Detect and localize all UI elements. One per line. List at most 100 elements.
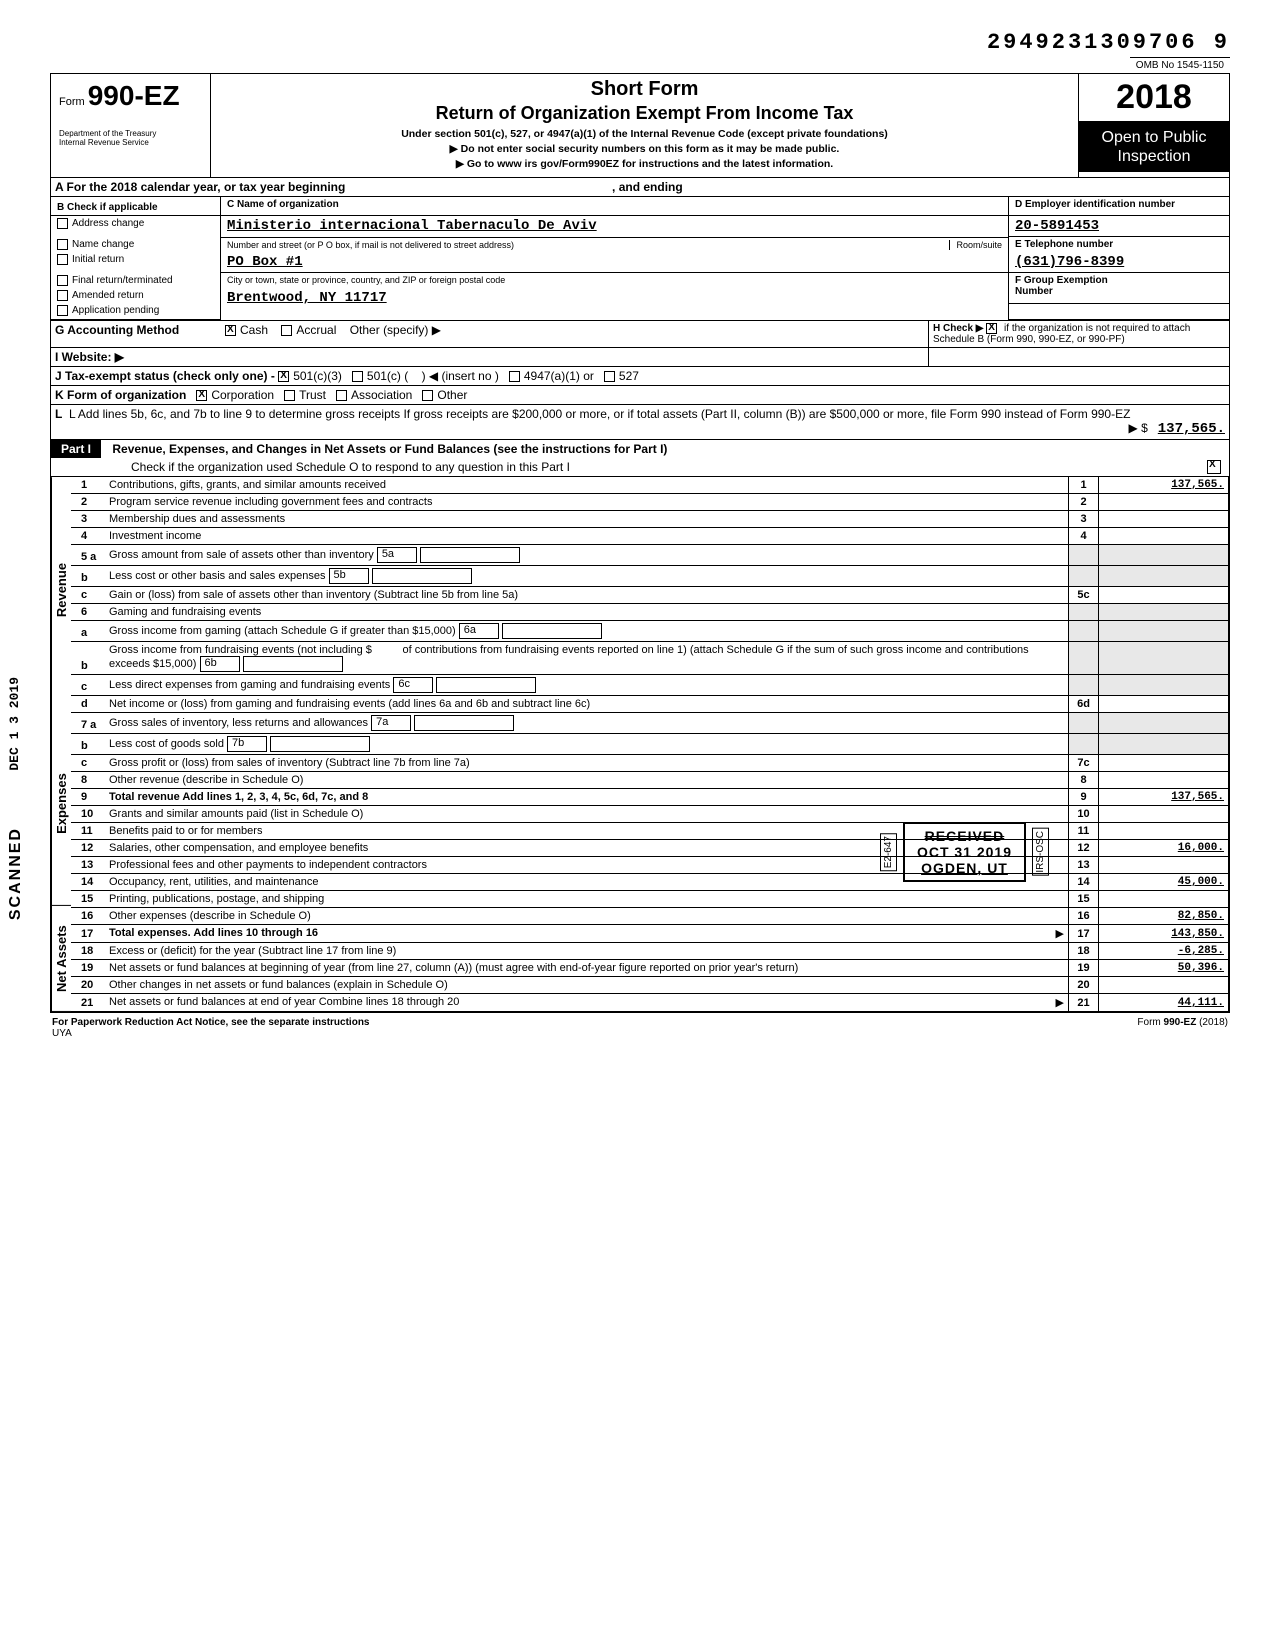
label-other-org: Other	[437, 388, 467, 402]
checkbox-trust[interactable]	[284, 390, 295, 401]
section-l-arrow: ▶ $	[1129, 421, 1148, 435]
section-i-label: I Website: ▶	[55, 350, 124, 364]
city-label: City or town, state or province, country…	[221, 273, 1009, 288]
box-5a: 5a	[377, 547, 417, 563]
label-corporation: Corporation	[211, 388, 274, 402]
box-7a: 7a	[371, 715, 411, 731]
scanned-stamp: SCANNED	[7, 827, 25, 920]
label-accrual: Accrual	[296, 323, 336, 337]
checkbox-schedule-b[interactable]	[986, 323, 997, 334]
checkbox-other-org[interactable]	[422, 390, 433, 401]
stamp-received: RECEIVED	[917, 828, 1012, 844]
footer-paperwork: For Paperwork Reduction Act Notice, see …	[52, 1017, 370, 1028]
label-527: 527	[619, 369, 639, 383]
identity-grid: B Check if applicable C Name of organiza…	[50, 197, 1230, 321]
city-state-zip: Brentwood, NY 11717	[227, 290, 387, 306]
checkbox-association[interactable]	[336, 390, 347, 401]
section-j-label: J Tax-exempt status (check only one) -	[55, 369, 275, 383]
label-other-specify: Other (specify) ▶	[350, 323, 441, 337]
section-e-label: E Telephone number	[1009, 237, 1229, 252]
footer-uya: UYA	[52, 1028, 72, 1039]
stamp-date: OCT 31 2019	[917, 844, 1012, 860]
room-label: Room/suite	[949, 240, 1002, 250]
subtitle-goto: Go to www irs gov/Form990EZ for instruct…	[219, 158, 1070, 170]
checkbox-final-return[interactable]	[57, 275, 68, 286]
checkbox-501c3[interactable]	[278, 371, 289, 382]
checkbox-501c[interactable]	[352, 371, 363, 382]
label-final-return: Final return/terminated	[72, 275, 173, 286]
dept-irs: Internal Revenue Service	[59, 139, 202, 148]
label-501c: 501(c) (	[367, 369, 408, 383]
side-netassets: Net Assets	[51, 906, 71, 1012]
omb-number: OMB No 1545-1150	[1130, 57, 1230, 73]
label-501c3: 501(c)(3)	[293, 369, 342, 383]
checkbox-corporation[interactable]	[196, 390, 207, 401]
label-insert-no: ◀ (insert no )	[429, 369, 499, 383]
section-c-label: C Name of organization	[227, 199, 339, 210]
checkbox-initial-return[interactable]	[57, 254, 68, 265]
checkbox-527[interactable]	[604, 371, 615, 382]
stamp-side-right: IRS-OSC	[1032, 828, 1049, 876]
checkbox-amended[interactable]	[57, 290, 68, 301]
form-header: Form 990-EZ Department of the Treasury I…	[50, 73, 1230, 178]
label-app-pending: Application pending	[72, 306, 159, 317]
stamp-side-left: E2-647	[880, 833, 897, 871]
street-address: PO Box #1	[227, 254, 303, 270]
checkbox-address-change[interactable]	[57, 218, 68, 229]
title-return: Return of Organization Exempt From Incom…	[219, 103, 1070, 124]
open-public-1: Open to Public	[1083, 128, 1225, 147]
section-k-label: K Form of organization	[55, 388, 186, 402]
part1-check-text: Check if the organization used Schedule …	[131, 460, 570, 474]
section-h-label: H Check ▶	[933, 323, 983, 334]
checkbox-app-pending[interactable]	[57, 305, 68, 316]
section-a-label: A For the 2018 calendar year, or tax yea…	[55, 180, 345, 194]
section-l-text: L Add lines 5b, 6c, and 7b to line 9 to …	[69, 407, 1130, 421]
footer-form: Form 990-EZ (2018)	[1137, 1017, 1228, 1039]
label-association: Association	[351, 388, 412, 402]
received-stamp: E2-647 RECEIVED OCT 31 2019 OGDEN, UT IR…	[880, 822, 1049, 882]
box-6a: 6a	[459, 623, 499, 639]
form-prefix: Form	[59, 96, 85, 108]
checkbox-cash[interactable]	[225, 325, 236, 336]
label-address-change: Address change	[72, 218, 144, 229]
stamp-location: OGDEN, UT	[917, 860, 1012, 876]
street-label: Number and street (or P O box, if mail i…	[227, 240, 514, 250]
box-7b: 7b	[227, 736, 267, 752]
checkbox-schedule-o[interactable]	[1207, 460, 1221, 474]
label-name-change: Name change	[72, 239, 134, 250]
title-short-form: Short Form	[219, 78, 1070, 101]
box-6b: 6b	[200, 656, 240, 672]
tax-year: 2018	[1079, 74, 1229, 122]
checkbox-name-change[interactable]	[57, 239, 68, 250]
lines-table: 1Contributions, gifts, grants, and simil…	[71, 477, 1229, 1012]
side-revenue: Revenue	[51, 477, 71, 703]
checkbox-accrual[interactable]	[281, 325, 292, 336]
label-4947: 4947(a)(1) or	[524, 369, 594, 383]
section-l-value: 137,565.	[1158, 421, 1225, 437]
org-name: Ministerio internacional Tabernaculo De …	[227, 218, 597, 234]
section-b-label: B Check if applicable	[57, 202, 158, 213]
section-g-label: G Accounting Method	[55, 323, 179, 337]
ein: 20-5891453	[1015, 218, 1099, 234]
phone: (631)796-8399	[1015, 254, 1124, 270]
section-d-label: D Employer identification number	[1009, 197, 1229, 216]
section-f-number: Number	[1015, 286, 1053, 297]
checkbox-4947[interactable]	[509, 371, 520, 382]
label-cash: Cash	[240, 323, 268, 337]
box-6c: 6c	[393, 677, 433, 693]
side-expenses: Expenses	[51, 703, 71, 906]
section-a-ending: , and ending	[612, 180, 683, 194]
scan-date-stamp: DEC 1 3 2019	[7, 677, 22, 771]
box-5b: 5b	[329, 568, 369, 584]
label-initial-return: Initial return	[72, 254, 124, 265]
open-public-2: Inspection	[1083, 147, 1225, 166]
label-amended: Amended return	[72, 290, 144, 301]
section-f-label: F Group Exemption	[1015, 275, 1108, 286]
subtitle-section: Under section 501(c), 527, or 4947(a)(1)…	[219, 128, 1070, 140]
label-trust: Trust	[299, 388, 326, 402]
form-number: 990-EZ	[88, 80, 180, 111]
part1-title: Revenue, Expenses, and Changes in Net As…	[104, 442, 667, 456]
part1-badge: Part I	[51, 440, 101, 458]
dln-number: 2949231309706 9	[50, 30, 1230, 55]
subtitle-ssn: Do not enter social security numbers on …	[219, 143, 1070, 155]
